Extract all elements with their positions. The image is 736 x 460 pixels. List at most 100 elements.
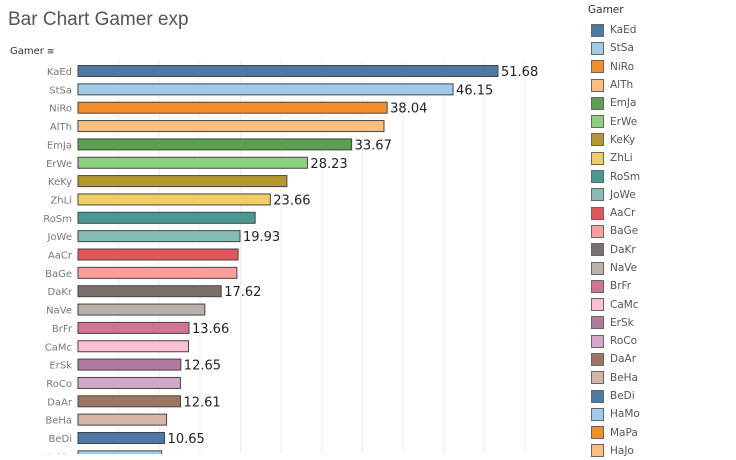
bar-BeHa[interactable] — [77, 413, 168, 426]
legend-label: BeDi — [610, 390, 635, 403]
bar-RoSm[interactable] — [77, 211, 256, 224]
bar-JoWe[interactable] — [77, 230, 241, 243]
legend-label: EmJa — [610, 97, 637, 110]
legend-item[interactable]: CaMc — [588, 295, 640, 313]
legend-item[interactable]: ZhLi — [588, 149, 640, 167]
y-axis-header[interactable]: Gamer ≡ — [10, 46, 54, 57]
legend-swatch — [591, 151, 604, 165]
bar-CaMc[interactable] — [77, 340, 190, 353]
chart-title: Bar Chart Gamer exp — [8, 9, 189, 30]
legend-item[interactable]: EmJa — [588, 94, 640, 112]
category-label: RoSm — [43, 214, 72, 225]
category-label: EmJa — [47, 140, 72, 151]
legend-item[interactable]: NaVe — [588, 259, 640, 277]
category-label: ErSk — [49, 361, 72, 372]
legend-item[interactable]: ErSk — [588, 314, 640, 332]
bar-ErWe[interactable] — [77, 156, 308, 169]
legend-item[interactable]: BeDi — [588, 387, 640, 405]
sort-icon[interactable]: ≡ — [46, 47, 55, 57]
legend-item[interactable]: AlTh — [588, 76, 640, 94]
bar-KaEd[interactable] — [77, 65, 499, 77]
legend-item[interactable]: KaEd — [588, 21, 640, 39]
legend-swatch — [591, 60, 604, 74]
legend-item[interactable]: DaKr — [588, 241, 640, 259]
category-label: JoWe — [46, 232, 72, 243]
bar-DaAr[interactable] — [77, 395, 181, 408]
bar-HaMo[interactable] — [77, 450, 163, 454]
bar-BaGe[interactable] — [77, 266, 238, 279]
legend-label: ErWe — [610, 115, 638, 128]
category-label: DaKr — [48, 287, 73, 298]
legend-item[interactable]: RoSm — [588, 167, 640, 185]
legend-title: Gamer — [588, 4, 624, 16]
legend-item[interactable]: KeKy — [588, 131, 640, 149]
category-label: DaAr — [47, 397, 73, 408]
legend-label: BrFr — [610, 280, 632, 293]
legend-label: KeKy — [610, 133, 636, 146]
legend-item[interactable]: HaMo — [588, 405, 640, 423]
legend-swatch — [591, 188, 604, 202]
data-label: 19.93 — [243, 230, 280, 245]
bar-StSa[interactable] — [77, 83, 454, 96]
category-label: BeDi — [49, 434, 73, 445]
legend-item[interactable]: DaAr — [588, 350, 640, 368]
legend-label: AlTh — [610, 79, 634, 92]
legend-item[interactable]: RoCo — [588, 332, 640, 350]
legend-label: ZhLi — [610, 152, 633, 165]
data-label: 46.15 — [456, 83, 493, 98]
legend-swatch — [591, 41, 604, 55]
bar-KeKy[interactable] — [77, 175, 288, 188]
legend-swatch — [591, 115, 604, 129]
legend-swatch — [591, 371, 604, 385]
legend-item[interactable]: ErWe — [588, 112, 640, 130]
category-label: NiRo — [49, 104, 72, 115]
bar-DaKr[interactable] — [77, 285, 222, 298]
legend-swatch — [591, 96, 604, 110]
legend-item[interactable]: HaJo — [588, 442, 640, 460]
bar-chart: KaEd 51.68 StSa 46.15 NiRo 38.04 AlTh EmJa 33.67… — [43, 60, 538, 454]
legend-label: AaCr — [610, 207, 636, 220]
legend-label: JoWe — [610, 188, 636, 201]
bar-ZhLi[interactable] — [77, 193, 271, 206]
legend-swatch — [591, 389, 604, 403]
data-label: 28.23 — [310, 157, 347, 172]
legend-label: HaJo — [610, 444, 634, 457]
category-label: StSa — [49, 85, 72, 96]
legend-swatch — [591, 298, 604, 312]
data-label: 38.04 — [390, 102, 427, 117]
data-label: 51.68 — [501, 65, 538, 80]
legend-item[interactable]: BeHa — [588, 369, 640, 387]
category-label: ErWe — [46, 159, 72, 170]
bar-RoCo[interactable] — [77, 376, 181, 389]
legend-swatch — [591, 170, 604, 184]
data-label: 17.62 — [224, 285, 261, 300]
legend-label: KaEd — [610, 24, 637, 37]
bar-AaCr[interactable] — [77, 248, 239, 261]
bar-ErSk[interactable] — [77, 358, 182, 371]
legend: Gamer KaEd StSa NiRo AlTh EmJa ErWe KeKy ZhLi Ro… — [588, 4, 640, 460]
category-label: RoCo — [46, 379, 72, 390]
legend-item[interactable]: BaGe — [588, 222, 640, 240]
bar-NaVe[interactable] — [77, 303, 206, 316]
data-label: 23.66 — [273, 193, 310, 208]
legend-item[interactable]: StSa — [588, 39, 640, 57]
category-label: KaEd — [47, 67, 72, 78]
data-label: 12.65 — [184, 359, 221, 374]
legend-item[interactable]: BrFr — [588, 277, 640, 295]
data-label: 10.65 — [168, 432, 205, 447]
legend-label: RoSm — [610, 170, 641, 183]
legend-item[interactable]: MaPa — [588, 424, 640, 442]
legend-item[interactable]: JoWe — [588, 186, 640, 204]
bar-NiRo[interactable] — [77, 101, 388, 114]
legend-swatch — [591, 78, 604, 92]
bar-BeDi[interactable] — [77, 432, 166, 444]
category-label: BaGe — [45, 269, 72, 280]
legend-swatch — [591, 444, 604, 458]
bar-AlTh[interactable] — [77, 120, 385, 133]
legend-swatch — [591, 352, 604, 366]
legend-item[interactable]: NiRo — [588, 58, 640, 76]
legend-label: ErSk — [610, 316, 634, 329]
legend-item[interactable]: AaCr — [588, 204, 640, 222]
bar-BrFr[interactable] — [77, 321, 190, 334]
bar-EmJa[interactable] — [77, 138, 353, 151]
